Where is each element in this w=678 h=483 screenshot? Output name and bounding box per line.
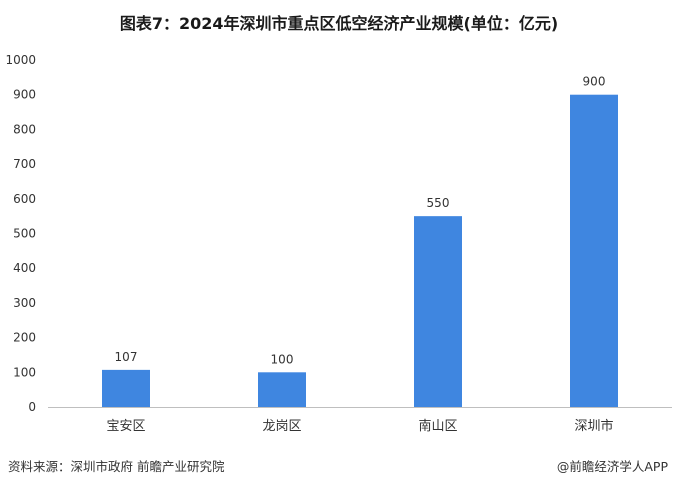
y-tick-label: 600 (13, 192, 36, 206)
y-tick-label: 1000 (5, 53, 36, 67)
bar (570, 94, 618, 407)
bar-chart: 0 100 200 300 400 500 600 700 800 900 1000 107 100 5… (5, 53, 672, 434)
y-axis-tick-labels: 0 100 200 300 400 500 600 700 800 900 1000 (5, 53, 36, 414)
y-tick-label: 700 (13, 157, 36, 171)
y-tick-label: 900 (13, 88, 36, 102)
y-tick-label: 200 (13, 331, 36, 345)
source-note: 资料来源：深圳市政府 前瞻产业研究院 (8, 459, 225, 474)
bar (414, 216, 462, 407)
bar-value-label: 900 (583, 75, 606, 89)
bar-value-label: 100 (271, 352, 294, 366)
bar (258, 372, 306, 407)
chart-title: 图表7：2024年深圳市重点区低空经济产业规模(单位：亿元) (119, 14, 559, 33)
data-labels: 107 100 550 900 (115, 75, 606, 367)
y-tick-label: 400 (13, 261, 36, 275)
y-tick-label: 500 (13, 227, 36, 241)
y-tick-label: 800 (13, 122, 36, 136)
brand-credit: @前瞻经济学人APP (556, 459, 668, 474)
y-tick-label: 0 (28, 400, 36, 414)
y-tick-label: 300 (13, 296, 36, 310)
bar-value-label: 550 (427, 196, 450, 210)
bar-value-label: 107 (115, 350, 138, 364)
bars (102, 94, 618, 407)
x-tick-label: 宝安区 (106, 419, 145, 434)
x-axis-tick-labels: 宝安区 龙岗区 南山区 深圳市 (106, 418, 613, 434)
bar (102, 369, 150, 407)
x-tick-label: 南山区 (418, 418, 457, 434)
x-tick-label: 龙岗区 (262, 419, 301, 434)
y-tick-label: 100 (13, 365, 36, 379)
x-tick-label: 深圳市 (574, 418, 613, 434)
